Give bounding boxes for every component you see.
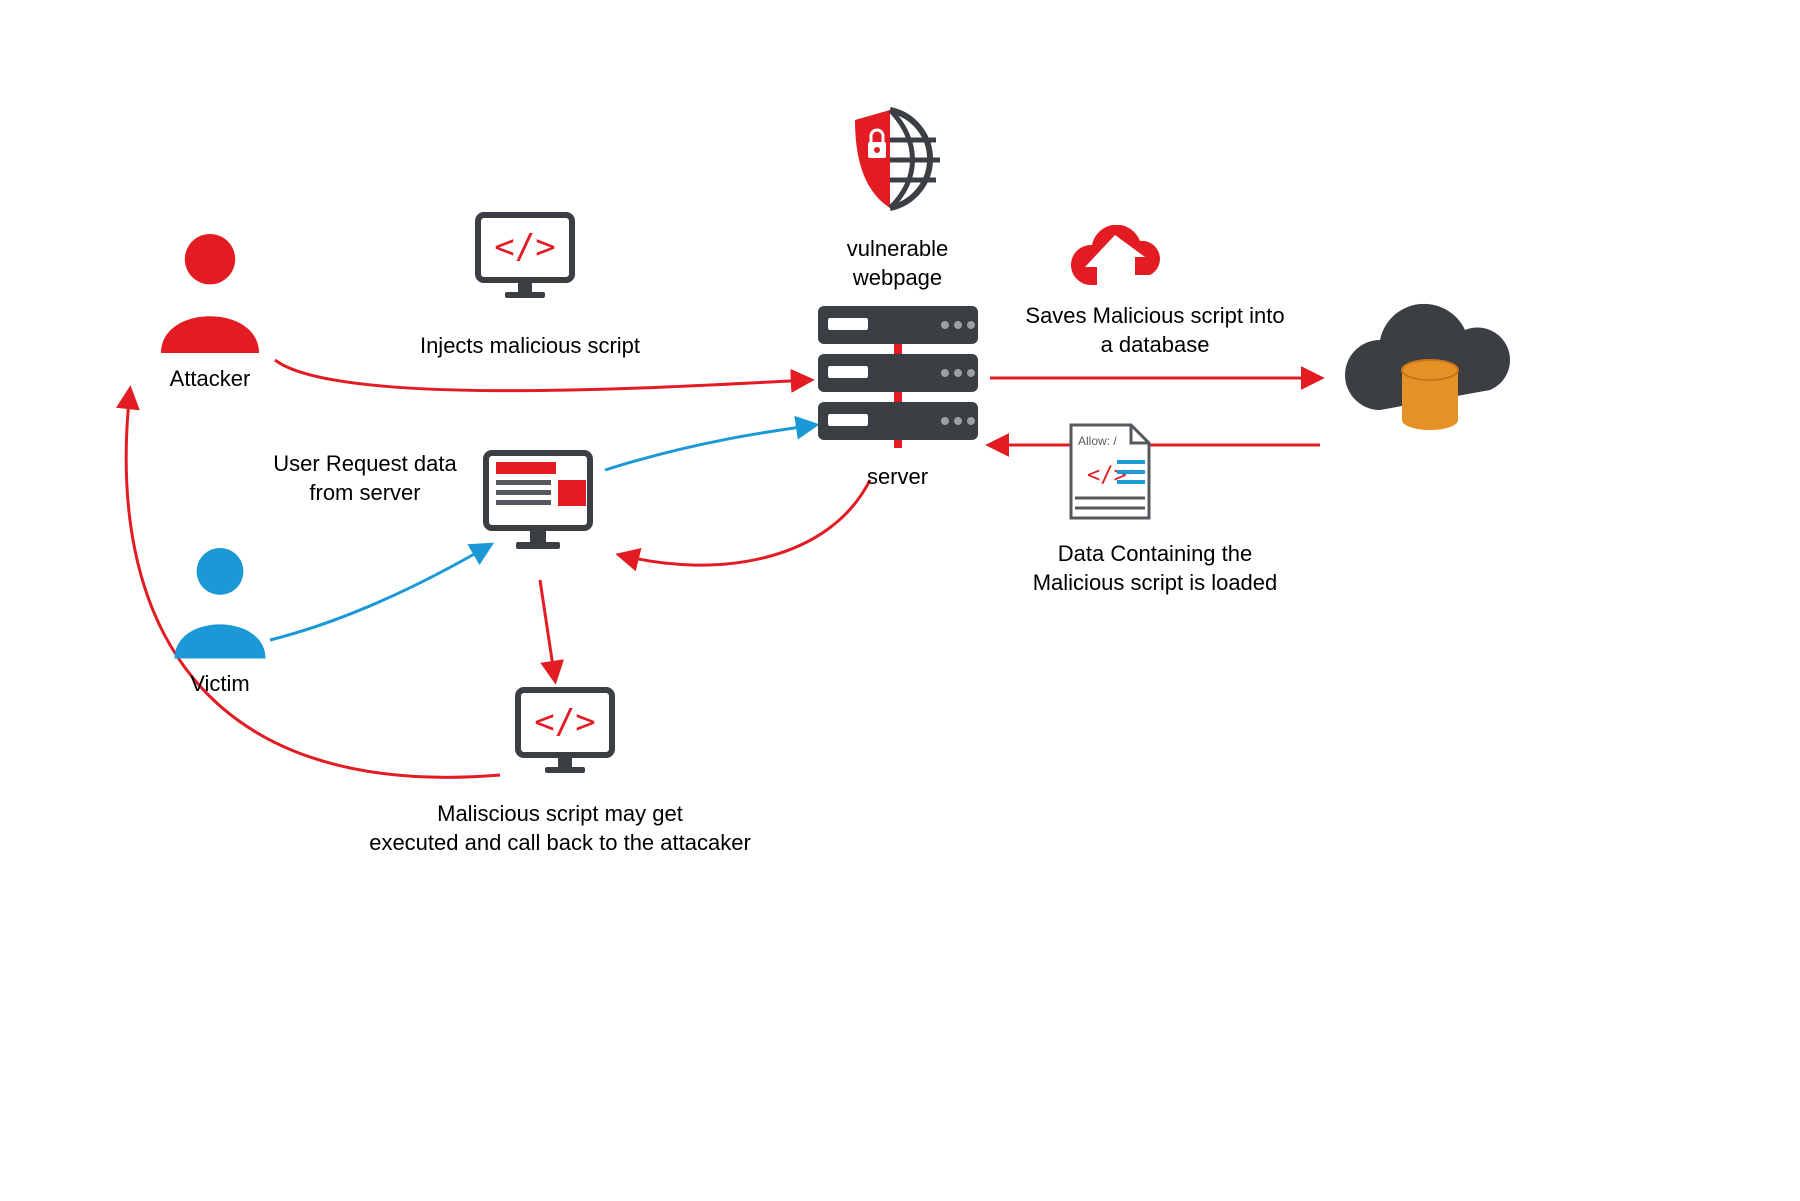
svg-text:</>: </> — [494, 227, 555, 267]
xss-diagram: Attacker Victim </> Injects malicious sc… — [0, 0, 1800, 1201]
script-file-icon: Allow: / </> — [1063, 420, 1158, 525]
cloud-db-icon — [1330, 300, 1530, 450]
edge-victim-to-browser — [270, 545, 490, 640]
save-db-label: Saves Malicious script into a database — [1005, 302, 1305, 359]
code-monitor-icon: </> — [470, 210, 580, 310]
victim-node: Victim — [140, 535, 300, 699]
inject-label: Injects malicious script — [380, 332, 680, 361]
victim-label: Victim — [140, 670, 300, 699]
server-label-top: vulnerable webpage — [810, 235, 985, 292]
server-node: vulnerable webpage server — [810, 235, 985, 492]
victim-icon — [155, 535, 285, 665]
cloud-upload-node — [1060, 225, 1170, 305]
load-data-label: Data Containing the Malicious script is … — [1005, 540, 1305, 597]
edge-browser-to-server — [605, 425, 815, 470]
code-monitor-icon-2: </> — [510, 685, 620, 785]
inject-monitor-node: </> — [465, 210, 585, 315]
cloud-upload-icon — [1060, 225, 1170, 300]
attacker-label: Attacker — [130, 365, 290, 394]
exec-monitor-node: </> — [505, 685, 625, 790]
script-file-node: Allow: / </> — [1060, 420, 1160, 530]
edge-attacker-to-server — [275, 360, 810, 391]
server-label-bottom: server — [810, 463, 985, 492]
user-request-label: User Request data from server — [250, 450, 480, 507]
edge-server-to-browser — [620, 480, 870, 565]
browser-monitor-icon — [478, 448, 598, 563]
shield-globe-icon — [830, 100, 950, 220]
svg-text:</>: </> — [1087, 463, 1127, 488]
security-shield-node — [830, 100, 950, 225]
cloud-db-node — [1330, 300, 1530, 455]
user-browser-node — [478, 448, 598, 568]
allow-text: Allow: / — [1078, 434, 1117, 448]
edge-browser-to-exec — [540, 580, 555, 680]
server-icon — [810, 298, 985, 458]
attacker-node: Attacker — [130, 220, 290, 394]
attacker-icon — [140, 220, 280, 360]
exec-callback-label: Maliscious script may get executed and c… — [350, 800, 770, 857]
svg-text:</>: </> — [534, 702, 595, 742]
